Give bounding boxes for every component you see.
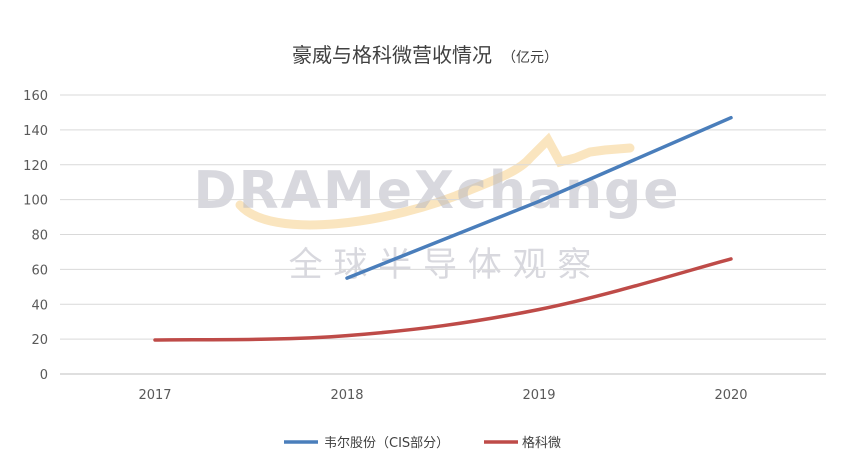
series-line-galaxycore [153, 257, 733, 342]
watermark-swoosh [235, 132, 635, 230]
chart-title: 豪威与格科微营收情况 [292, 43, 492, 67]
x-axis: 2017 2018 2019 2020 [138, 388, 747, 403]
y-axis: 0 20 40 60 80 100 120 140 160 [23, 89, 48, 383]
chart-unit: （亿元） [502, 50, 558, 66]
x-tick-label: 2019 [522, 388, 555, 403]
y-tick-label: 100 [23, 194, 48, 209]
y-tick-label: 60 [31, 263, 48, 278]
watermark: DRAMeXchange 全 球 半 导 体 观 察 [194, 132, 681, 285]
legend: 韦尔股份（CIS部分） 格科微 [284, 435, 561, 451]
x-tick-label: 2020 [714, 388, 747, 403]
series-layer [153, 115, 733, 342]
y-tick-label: 80 [31, 229, 48, 244]
y-tick-label: 120 [23, 159, 48, 174]
y-tick-label: 140 [23, 124, 48, 139]
watermark-subtext: 全 球 半 导 体 观 察 [289, 245, 592, 285]
y-tick-label: 20 [31, 333, 48, 348]
legend-label: 韦尔股份（CIS部分） [324, 436, 449, 451]
watermark-text: DRAMeXchange [194, 161, 681, 221]
x-tick-label: 2018 [330, 388, 363, 403]
grid [60, 94, 826, 375]
legend-label: 格科微 [522, 435, 561, 451]
y-tick-label: 0 [40, 368, 48, 383]
y-tick-label: 40 [31, 298, 48, 313]
x-tick-label: 2017 [138, 388, 171, 403]
y-tick-label: 160 [23, 89, 48, 104]
